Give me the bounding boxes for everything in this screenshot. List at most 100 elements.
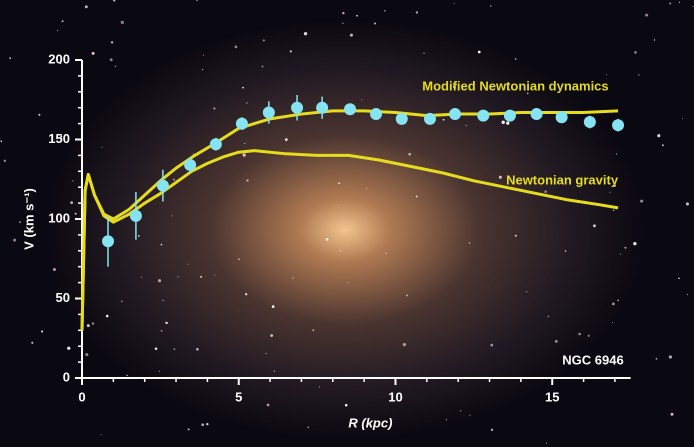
star [140, 276, 142, 278]
star [200, 275, 203, 278]
star [657, 134, 661, 138]
star [86, 324, 90, 328]
star [162, 299, 164, 301]
star [13, 238, 17, 242]
y-tick-label: 0 [63, 369, 70, 384]
star [109, 58, 113, 62]
star [266, 403, 270, 407]
data-point [316, 101, 329, 114]
galaxy [45, 20, 645, 440]
star [668, 355, 673, 359]
star [171, 215, 173, 217]
star [154, 347, 158, 350]
data-point [184, 158, 197, 171]
star [408, 153, 411, 156]
star [640, 199, 644, 203]
star [303, 32, 308, 36]
star [645, 13, 649, 17]
star [246, 179, 249, 182]
star [670, 412, 674, 416]
star [384, 9, 386, 12]
star [138, 235, 140, 237]
star [261, 65, 264, 68]
x-tick-label: 0 [78, 389, 85, 404]
star [624, 246, 627, 249]
star [423, 52, 425, 54]
star [612, 302, 615, 306]
star [244, 142, 246, 145]
star [526, 291, 528, 293]
annotation: NGC 6946 [562, 352, 623, 367]
y-tick-label: 50 [56, 290, 70, 305]
curve-label: Modified Newtonian dynamics [422, 78, 608, 93]
star [173, 348, 176, 350]
star [246, 102, 248, 104]
star [325, 238, 329, 241]
star [678, 1, 680, 3]
star [385, 252, 387, 255]
star [490, 428, 494, 432]
star [339, 250, 341, 252]
star [592, 224, 596, 228]
star [234, 45, 238, 49]
star [120, 300, 123, 303]
star [38, 113, 41, 116]
star [202, 54, 204, 56]
star [613, 184, 616, 187]
star [113, 0, 116, 2]
star [201, 69, 204, 71]
star [72, 180, 74, 182]
star [633, 241, 637, 246]
data-point [449, 108, 462, 121]
star [101, 146, 103, 148]
star [110, 41, 114, 44]
data-point [503, 109, 516, 122]
data-point [262, 106, 275, 119]
star [91, 51, 95, 55]
star [64, 59, 66, 61]
star [337, 204, 339, 206]
star [402, 342, 407, 347]
star [312, 329, 315, 332]
star [661, 144, 664, 147]
data-point [129, 209, 142, 222]
y-tick-label: 200 [48, 51, 70, 66]
star [160, 329, 163, 332]
star [356, 14, 358, 17]
star [56, 29, 59, 32]
data-point [612, 119, 625, 132]
star [453, 3, 455, 4]
star [655, 357, 658, 360]
star [187, 263, 189, 265]
star [446, 419, 448, 421]
star [442, 118, 445, 121]
star [242, 86, 244, 89]
star [578, 332, 581, 336]
star [3, 159, 7, 162]
star [0, 140, 3, 142]
star [686, 293, 688, 296]
star [100, 434, 102, 436]
star [213, 107, 216, 110]
star [271, 305, 275, 308]
star [61, 20, 64, 23]
star [270, 334, 274, 337]
star [214, 274, 216, 276]
star [415, 195, 418, 198]
star [273, 370, 276, 372]
star [514, 58, 517, 60]
star [105, 314, 109, 318]
star [653, 39, 656, 41]
star [262, 39, 265, 42]
star [564, 250, 567, 252]
star [634, 51, 637, 54]
star [158, 279, 162, 283]
star [374, 22, 377, 25]
star [526, 92, 529, 95]
data-point [344, 103, 357, 116]
star [465, 124, 467, 127]
star [678, 277, 680, 280]
star [74, 212, 77, 215]
star [307, 426, 309, 428]
